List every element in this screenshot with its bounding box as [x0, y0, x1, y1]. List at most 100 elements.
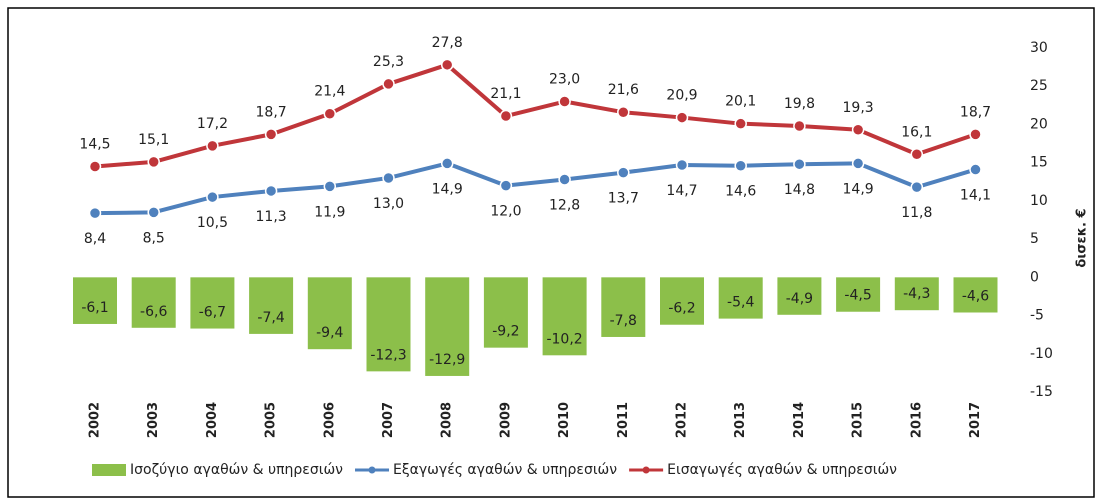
x-tick-label: 2004 [205, 402, 220, 438]
marker [440, 157, 454, 170]
marker [910, 148, 924, 161]
marker [675, 111, 689, 124]
data-label: -12,9 [429, 352, 465, 368]
data-label: 12,0 [490, 204, 521, 220]
bar [836, 277, 881, 312]
data-label: 8,4 [84, 231, 106, 247]
data-label: 23,0 [549, 72, 580, 88]
marker [851, 157, 865, 170]
x-tick-label: 2003 [146, 402, 161, 438]
data-label: 25,3 [373, 54, 404, 70]
marker [617, 105, 630, 119]
bar [660, 277, 704, 325]
data-label: 20,1 [725, 94, 756, 110]
marker [969, 163, 982, 176]
bar [190, 277, 235, 329]
y-tick-label: -10 [1030, 346, 1053, 362]
bar [953, 277, 998, 313]
bar [483, 277, 528, 348]
chart-frame [7, 7, 1095, 498]
data-label: 27,8 [432, 35, 463, 51]
data-label: 12,8 [549, 197, 580, 213]
data-label: -4,3 [903, 286, 930, 302]
x-tick-label: 2014 [792, 402, 807, 438]
data-label: 11,9 [314, 204, 345, 220]
y-tick-label: -15 [1030, 384, 1053, 400]
marker [734, 117, 747, 130]
x-tick-label: 2011 [616, 402, 631, 438]
legend-label: Εισαγωγές αγαθών & υπηρεσιών [667, 462, 897, 478]
data-label: 13,0 [373, 196, 404, 212]
data-label: 14,9 [843, 181, 874, 197]
x-tick-label: 2009 [498, 402, 513, 438]
marker [264, 128, 278, 141]
bar [131, 277, 176, 328]
marker [793, 157, 806, 171]
data-label: -6,6 [140, 304, 167, 320]
marker [558, 173, 571, 186]
data-label: -9,4 [316, 325, 343, 341]
marker [499, 179, 513, 192]
marker [793, 119, 806, 133]
bar [894, 277, 939, 311]
data-label: -4,9 [786, 291, 813, 307]
marker [969, 128, 982, 141]
y-tick-label: -5 [1030, 308, 1044, 324]
data-label: -5,4 [727, 295, 754, 311]
data-label: -10,2 [546, 331, 582, 347]
data-label: 19,3 [843, 100, 874, 116]
legend-swatch [92, 464, 126, 476]
bar [542, 277, 587, 356]
marker [499, 109, 513, 123]
data-label: -12,3 [370, 347, 406, 363]
marker [147, 206, 160, 219]
data-label: 21,4 [314, 84, 345, 100]
marker [382, 171, 395, 185]
bar [307, 277, 352, 350]
marker [382, 77, 395, 91]
marker [264, 184, 278, 198]
marker [851, 123, 865, 137]
data-label: 13,7 [608, 191, 639, 207]
marker [88, 160, 102, 173]
data-label: -9,2 [492, 324, 519, 340]
bar [601, 277, 646, 337]
marker [617, 166, 630, 179]
y-tick-label: 0 [1030, 269, 1039, 285]
data-label: 11,3 [256, 209, 287, 225]
bar [777, 277, 822, 315]
marker [206, 190, 219, 204]
bar [249, 277, 294, 334]
x-tick-label: 2006 [322, 402, 337, 438]
y-tick-label: 15 [1030, 155, 1048, 171]
data-label: -4,6 [962, 288, 989, 304]
x-tick-label: 2008 [440, 402, 455, 438]
y-tick-label: 20 [1030, 116, 1048, 132]
marker [734, 159, 747, 172]
legend-label: Εξαγωγές αγαθών & υπηρεσιών [393, 462, 617, 478]
bar [425, 277, 470, 376]
data-label: 14,5 [79, 136, 110, 152]
y-tick-label: 10 [1030, 193, 1048, 209]
x-tick-label: 2017 [968, 402, 983, 438]
data-label: 20,9 [666, 88, 697, 104]
line [94, 62, 977, 169]
marker [323, 180, 337, 193]
data-label: 11,8 [901, 205, 932, 221]
x-tick-label: 2016 [909, 402, 924, 438]
data-label: 14,8 [784, 182, 815, 198]
marker [910, 180, 924, 194]
x-tick-label: 2005 [264, 402, 279, 438]
bar [718, 277, 763, 319]
marker [440, 58, 454, 72]
bar [73, 277, 117, 324]
x-tick-label: 2010 [557, 402, 572, 438]
marker [675, 158, 689, 172]
marker [147, 155, 160, 169]
legend-marker [642, 466, 650, 474]
x-tick-label: 2015 [851, 402, 866, 438]
data-label: 8,5 [143, 230, 165, 246]
data-label: -4,5 [844, 288, 871, 304]
marker [323, 107, 337, 120]
